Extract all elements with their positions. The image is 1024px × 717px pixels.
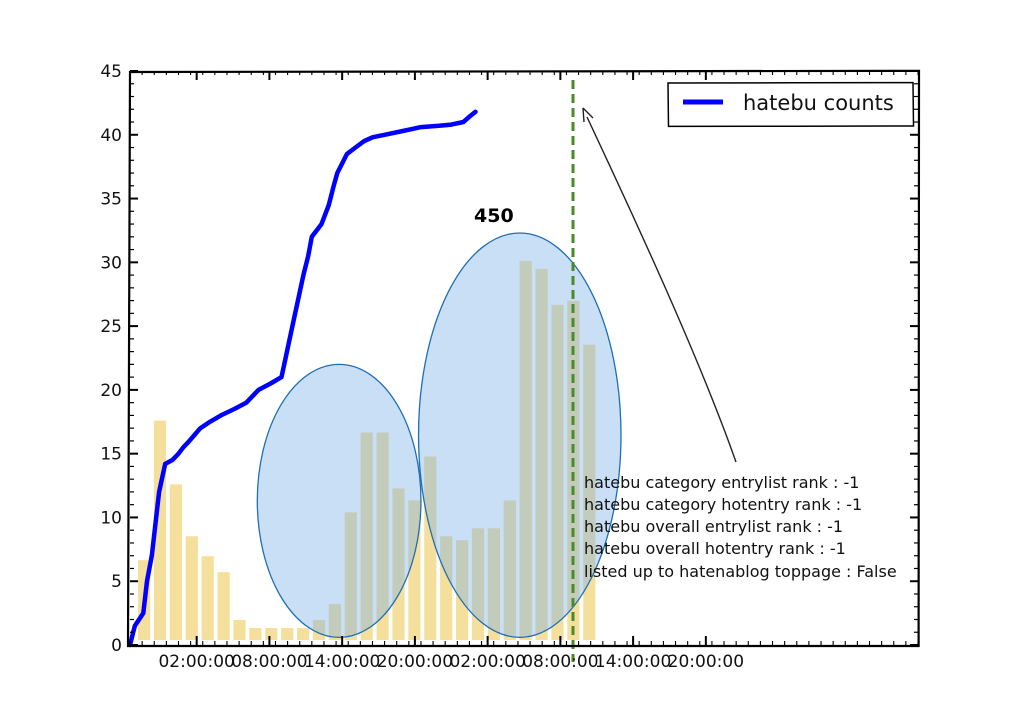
bar — [440, 536, 453, 640]
arrow-shaft — [586, 116, 737, 463]
callout-label: 450 — [474, 205, 514, 227]
x-tick-label: 08:00:00 — [522, 652, 598, 672]
series-line — [127, 109, 478, 648]
y-tick-label: 25 — [100, 317, 122, 337]
bar — [408, 500, 421, 640]
bar — [201, 556, 214, 640]
y-tick-label: 5 — [111, 572, 122, 592]
x-tick-label: 20:00:00 — [377, 652, 453, 672]
rank-line-4: hatebu overall hotentry rank : -1 — [584, 539, 846, 558]
bar — [551, 304, 564, 640]
rank-annotation: hatebu category entrylist rank : -1 hate… — [584, 473, 897, 581]
x-tick-label: 20:00:00 — [668, 652, 744, 672]
y-axis: 0 5 10 15 20 25 30 35 40 45 — [100, 62, 918, 656]
bar — [567, 300, 580, 640]
bar — [233, 620, 246, 640]
bar — [424, 456, 437, 640]
x-tick-label: 08:00:00 — [231, 652, 307, 672]
bar — [328, 604, 341, 640]
legend-box — [667, 81, 915, 128]
y-tick-label: 35 — [100, 190, 122, 210]
x-tick-label: 14:00:00 — [595, 652, 671, 672]
bar — [344, 512, 357, 640]
highlight-ellipse — [256, 363, 422, 638]
bar — [360, 432, 373, 640]
bar — [583, 344, 596, 640]
bar — [281, 628, 294, 640]
ellipse-layer — [256, 232, 622, 638]
rank-line-2: hatebu category hotentry rank : -1 — [584, 495, 862, 514]
bar — [392, 488, 405, 640]
y-tick-label: 0 — [111, 636, 122, 656]
line-layer — [127, 109, 478, 648]
x-axis: 02:00:0008:00:0014:00:0020:00:0002:00:00… — [129, 71, 919, 672]
bar — [265, 628, 278, 640]
legend: hatebu counts — [667, 81, 915, 128]
rank-line-1: hatebu category entrylist rank : -1 — [584, 473, 859, 492]
bar — [471, 528, 485, 640]
bar — [185, 536, 198, 640]
annotation-arrow — [582, 107, 737, 463]
y-tick-label: 20 — [100, 381, 122, 401]
y-tick-label: 10 — [100, 508, 122, 528]
y-tick-label: 40 — [100, 126, 122, 146]
legend-label: hatebu counts — [743, 91, 894, 115]
x-tick-label: 02:00:00 — [449, 652, 525, 672]
bar — [487, 528, 500, 640]
bar — [169, 484, 182, 640]
bar — [297, 628, 310, 640]
bar — [503, 500, 516, 640]
bars-layer — [138, 260, 596, 640]
rank-line-5: listed up to hatenablog toppage : False — [584, 562, 897, 581]
x-tick-label: 14:00:00 — [304, 652, 380, 672]
y-tick-label: 15 — [100, 445, 122, 465]
bar — [376, 432, 389, 640]
bar — [217, 572, 230, 640]
bar — [456, 540, 469, 640]
bar — [519, 260, 532, 640]
rank-line-3: hatebu overall entrylist rank : -1 — [584, 517, 843, 536]
bar — [249, 628, 262, 640]
arrow-head — [582, 107, 594, 123]
y-tick-label: 45 — [100, 62, 122, 82]
plot-frame — [126, 69, 921, 648]
bar — [535, 268, 548, 640]
highlight-ellipse — [417, 232, 622, 638]
frame-border — [126, 69, 921, 648]
x-tick-label: 02:00:00 — [158, 652, 234, 672]
y-tick-label: 30 — [100, 253, 122, 273]
